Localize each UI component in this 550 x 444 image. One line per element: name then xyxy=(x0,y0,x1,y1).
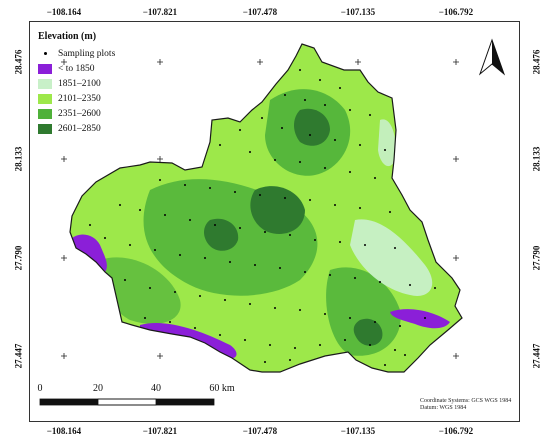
legend-item-class: < to 1850 xyxy=(38,61,168,76)
legend-swatch xyxy=(38,93,52,104)
legend-item-class: 2601–2850 xyxy=(38,121,168,136)
legend-swatch xyxy=(38,78,52,89)
map-legend: Elevation (m) Sampling plots < to 1850 1… xyxy=(38,31,168,136)
legend-item-class: 2351–2600 xyxy=(38,106,168,121)
bottom-tick-label: −107.135 xyxy=(340,426,376,436)
bottom-tick-label: −108.164 xyxy=(46,426,82,436)
region-boundary xyxy=(69,43,463,373)
scale-label: 40 xyxy=(151,383,161,394)
legend-swatch xyxy=(38,63,52,74)
scale-label: 0 xyxy=(37,383,43,394)
legend-swatch xyxy=(38,108,52,119)
bottom-tick-label: −107.821 xyxy=(142,426,178,436)
legend-label: Sampling plots xyxy=(58,48,116,59)
legend-title: Elevation (m) xyxy=(38,31,97,42)
legend-item-sampling-plots: Sampling plots xyxy=(38,46,168,61)
north-arrow-icon xyxy=(478,38,506,76)
coordinate-system-note: Coordinate Systems: GCS WGS 1984 Datum: … xyxy=(420,398,511,412)
scale-label: 60 km xyxy=(209,383,235,394)
legend-item-class: 2101–2350 xyxy=(38,91,168,106)
legend-label: < to 1850 xyxy=(58,63,95,74)
legend-label: 2101–2350 xyxy=(58,93,101,104)
top-tick-label: −107.821 xyxy=(142,7,178,17)
bottom-tick-label: −107.478 xyxy=(242,426,278,436)
top-tick-label: −106.792 xyxy=(438,7,474,17)
bottom-tick-label: −106.792 xyxy=(438,426,474,436)
legend-label: 2601–2850 xyxy=(58,123,101,134)
graticule-crosses xyxy=(61,59,459,359)
legend-label: 1851–2100 xyxy=(58,78,101,89)
top-tick-label: −107.135 xyxy=(340,7,376,17)
sampling-points xyxy=(89,69,436,366)
legend-item-class: 1851–2100 xyxy=(38,76,168,91)
coordinate-system-line: Coordinate Systems: GCS WGS 1984 xyxy=(420,398,512,404)
top-tick-label: −107.478 xyxy=(242,7,278,17)
scale-label: 20 xyxy=(93,383,103,394)
scale-bar-labels: 0 20 40 60 km xyxy=(0,383,550,397)
scale-bar xyxy=(39,398,215,406)
legend-label: 2351–2600 xyxy=(58,108,101,119)
top-tick-label: −108.164 xyxy=(46,7,82,17)
point-symbol-icon xyxy=(38,49,52,59)
datum-line: Datum: WGS 1984 xyxy=(420,405,467,411)
legend-swatch xyxy=(38,123,52,134)
